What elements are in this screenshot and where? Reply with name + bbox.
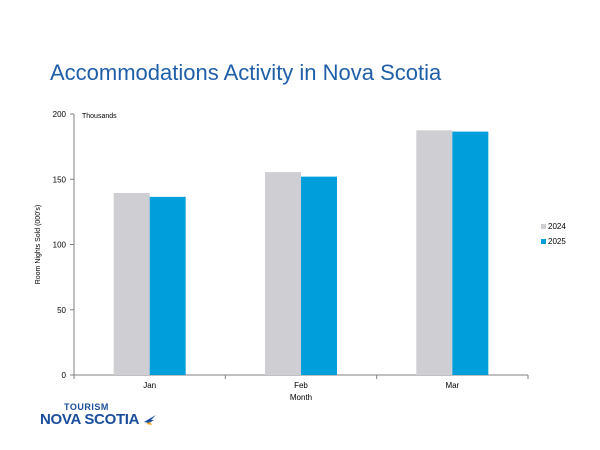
y-tick-label: 100 [53,241,67,250]
labels: 0 50 100 150 200 Thousands Room Nights Sold (0… [35,110,460,402]
bar-2024-Mar [416,130,453,375]
bar-2024-Jan [113,192,150,375]
y-tick-label: 150 [53,175,67,184]
chart-title: Accommodations Activity in Nova Scotia [50,60,442,85]
bar-2025-Mar [452,131,489,375]
x-axis-label: Month [290,393,312,402]
y-tick-label: 0 [62,371,67,380]
tourism-nova-scotia-logo: TOURISM NOVA SCOTIA [40,402,156,428]
bird-icon [144,415,156,425]
bar-2025-Jan [149,196,186,375]
legend-label-2024: 2024 [548,222,566,231]
bar-2024-Feb [265,172,301,375]
x-tick-label: Jan [143,381,156,390]
legend-swatch-2024 [541,224,546,229]
bar-2025-Feb [301,176,337,375]
y-axis-label: Room Nights Sold (000's) [35,205,42,285]
logo-line1: TOURISM [64,402,109,412]
x-tick-label: Feb [294,381,308,390]
legend-label-2025: 2025 [548,237,566,246]
logo-line2: NOVA SCOTIA [40,411,140,428]
bars [113,130,489,375]
y-tick-label: 200 [53,110,67,119]
legend: 2024 2025 [541,222,566,246]
y-tick-label: 50 [57,306,66,315]
legend-swatch-2025 [541,239,546,244]
unit-label: Thousands [82,113,117,120]
x-tick-label: Mar [445,381,459,390]
